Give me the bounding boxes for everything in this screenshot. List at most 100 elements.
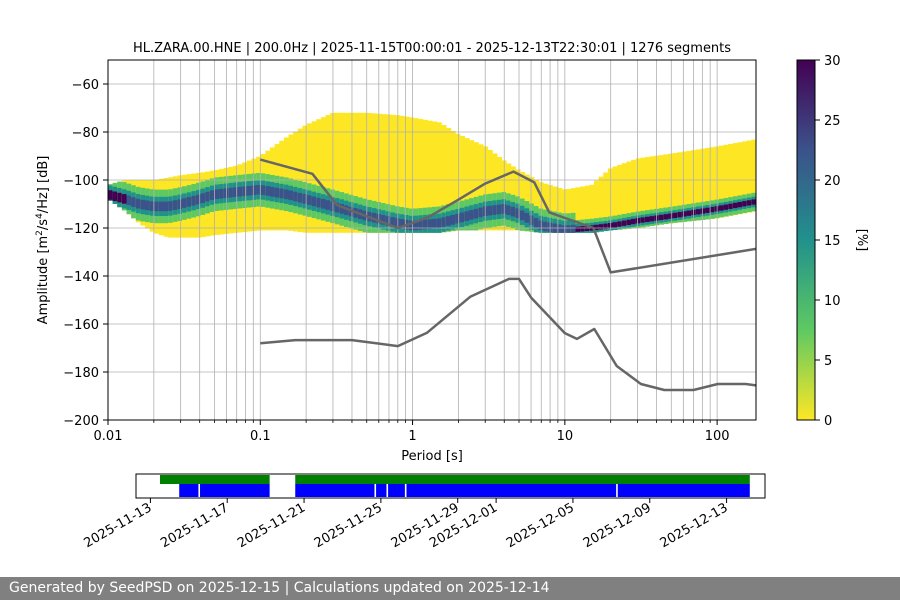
psd-cell [344, 112, 350, 233]
colorbar-label: [%] [854, 229, 869, 252]
psd-cell [668, 153, 674, 224]
psd-cell [316, 119, 322, 233]
psd-cell [672, 212, 678, 219]
psd-cell [612, 222, 618, 228]
psd-cell [399, 115, 405, 233]
psd-cell [427, 120, 433, 233]
psd-cell [529, 215, 535, 226]
psd-cell [450, 130, 456, 232]
psd-cell [640, 157, 646, 228]
psd-cell [742, 141, 748, 214]
psd-cell [339, 204, 345, 214]
psd-cell [450, 215, 456, 225]
psd-cell [589, 184, 595, 233]
psd-cell [302, 194, 308, 204]
timeline-span-blue [617, 484, 750, 497]
timeline-tick-label: 2025-12-05 [504, 500, 577, 551]
y-axis-ticks: −60 −80 −100 −120 −140 −160 −180 −200 [63, 78, 108, 429]
timeline-tick-label: 2025-11-13 [81, 500, 154, 551]
psd-cell [644, 216, 651, 223]
psd-density-band [108, 112, 756, 238]
psd-cell [598, 176, 604, 232]
psd-cell [617, 221, 623, 227]
psd-cell [570, 188, 577, 233]
psd-cell [718, 205, 725, 211]
psd-cell [492, 205, 498, 215]
psd-cell [260, 185, 266, 195]
y-tick-label: −100 [63, 174, 99, 189]
psd-cell [339, 112, 345, 233]
y-tick-label: −140 [63, 270, 99, 285]
psd-cell [658, 214, 665, 221]
psd-cell [732, 143, 739, 216]
colorbar-tick-label: 30 [824, 54, 841, 69]
x-tick-label: 100 [705, 429, 730, 444]
psd-cell [635, 158, 641, 228]
psd-cell [288, 190, 294, 201]
psd-cell [603, 172, 609, 232]
psd-cell [496, 204, 503, 215]
psd-cell [367, 113, 373, 233]
psd-cell [390, 114, 396, 233]
colorbar-tick-label: 10 [824, 294, 841, 309]
plot-frame [107, 59, 757, 421]
timeline-tick-label: 2025-12-13 [658, 500, 731, 551]
psd-cell [570, 224, 577, 233]
grid-vertical [107, 60, 718, 420]
timeline-tick-label: 2025-11-25 [312, 500, 385, 551]
psd-cell [251, 185, 257, 196]
psd-cell [270, 186, 276, 197]
psd-cell [121, 194, 128, 204]
psd-cell [594, 180, 600, 233]
psd-cell [746, 140, 752, 213]
psd-cell [237, 186, 243, 197]
psd-cell [385, 114, 391, 233]
psd-cell [672, 153, 678, 223]
psd-cell [320, 198, 327, 209]
psd-cell [584, 185, 590, 233]
psd-cell [385, 216, 391, 226]
psd-cell [283, 189, 290, 200]
psd-cell [728, 203, 734, 209]
psd-cell [436, 218, 442, 229]
psd-cell [242, 186, 248, 197]
psd-cell [293, 191, 299, 202]
psd-cell [246, 185, 253, 196]
psd-cell [681, 151, 688, 222]
psd-cell [621, 163, 627, 230]
psd-cell [408, 220, 415, 231]
psd-cell [519, 210, 526, 221]
psd-cell [649, 156, 655, 226]
x-tick-label: 0.01 [94, 429, 123, 444]
colorbar: 0 5 10 15 20 25 30 [%] [796, 54, 869, 429]
x-tick-label: 10 [557, 429, 574, 444]
timeline-tick-label: 2025-12-09 [581, 500, 654, 551]
psd-cell [723, 144, 729, 217]
timeline-span-blue [295, 484, 375, 497]
psd-cell [135, 198, 141, 209]
psd-cell [149, 201, 155, 211]
psd-cell [487, 149, 493, 231]
psd-cell [695, 149, 702, 221]
psd-cell [325, 200, 331, 210]
psd-cell [658, 155, 665, 225]
colorbar-tick-label: 20 [824, 174, 841, 189]
psd-cell [575, 187, 581, 233]
psd-cell [617, 164, 623, 230]
psd-cell [191, 195, 197, 206]
psd-cell [556, 187, 563, 233]
availability-timeline: 2025-11-13 2025-11-17 2025-11-21 2025-11-25… [81, 473, 766, 551]
psd-cell [603, 223, 609, 229]
psd-cell [432, 218, 438, 229]
psd-cell [219, 188, 225, 199]
timeline-tick-label: 2025-11-21 [235, 500, 308, 551]
psd-cell [371, 212, 378, 223]
psd-cell [649, 216, 655, 222]
colorbar-tick-label: 15 [824, 234, 841, 249]
psd-cell [533, 218, 540, 228]
psd-cell [543, 183, 549, 233]
psd-cell [357, 112, 364, 233]
psd-cell [626, 161, 632, 229]
psd-cell [154, 201, 160, 212]
psd-cell [325, 115, 331, 233]
